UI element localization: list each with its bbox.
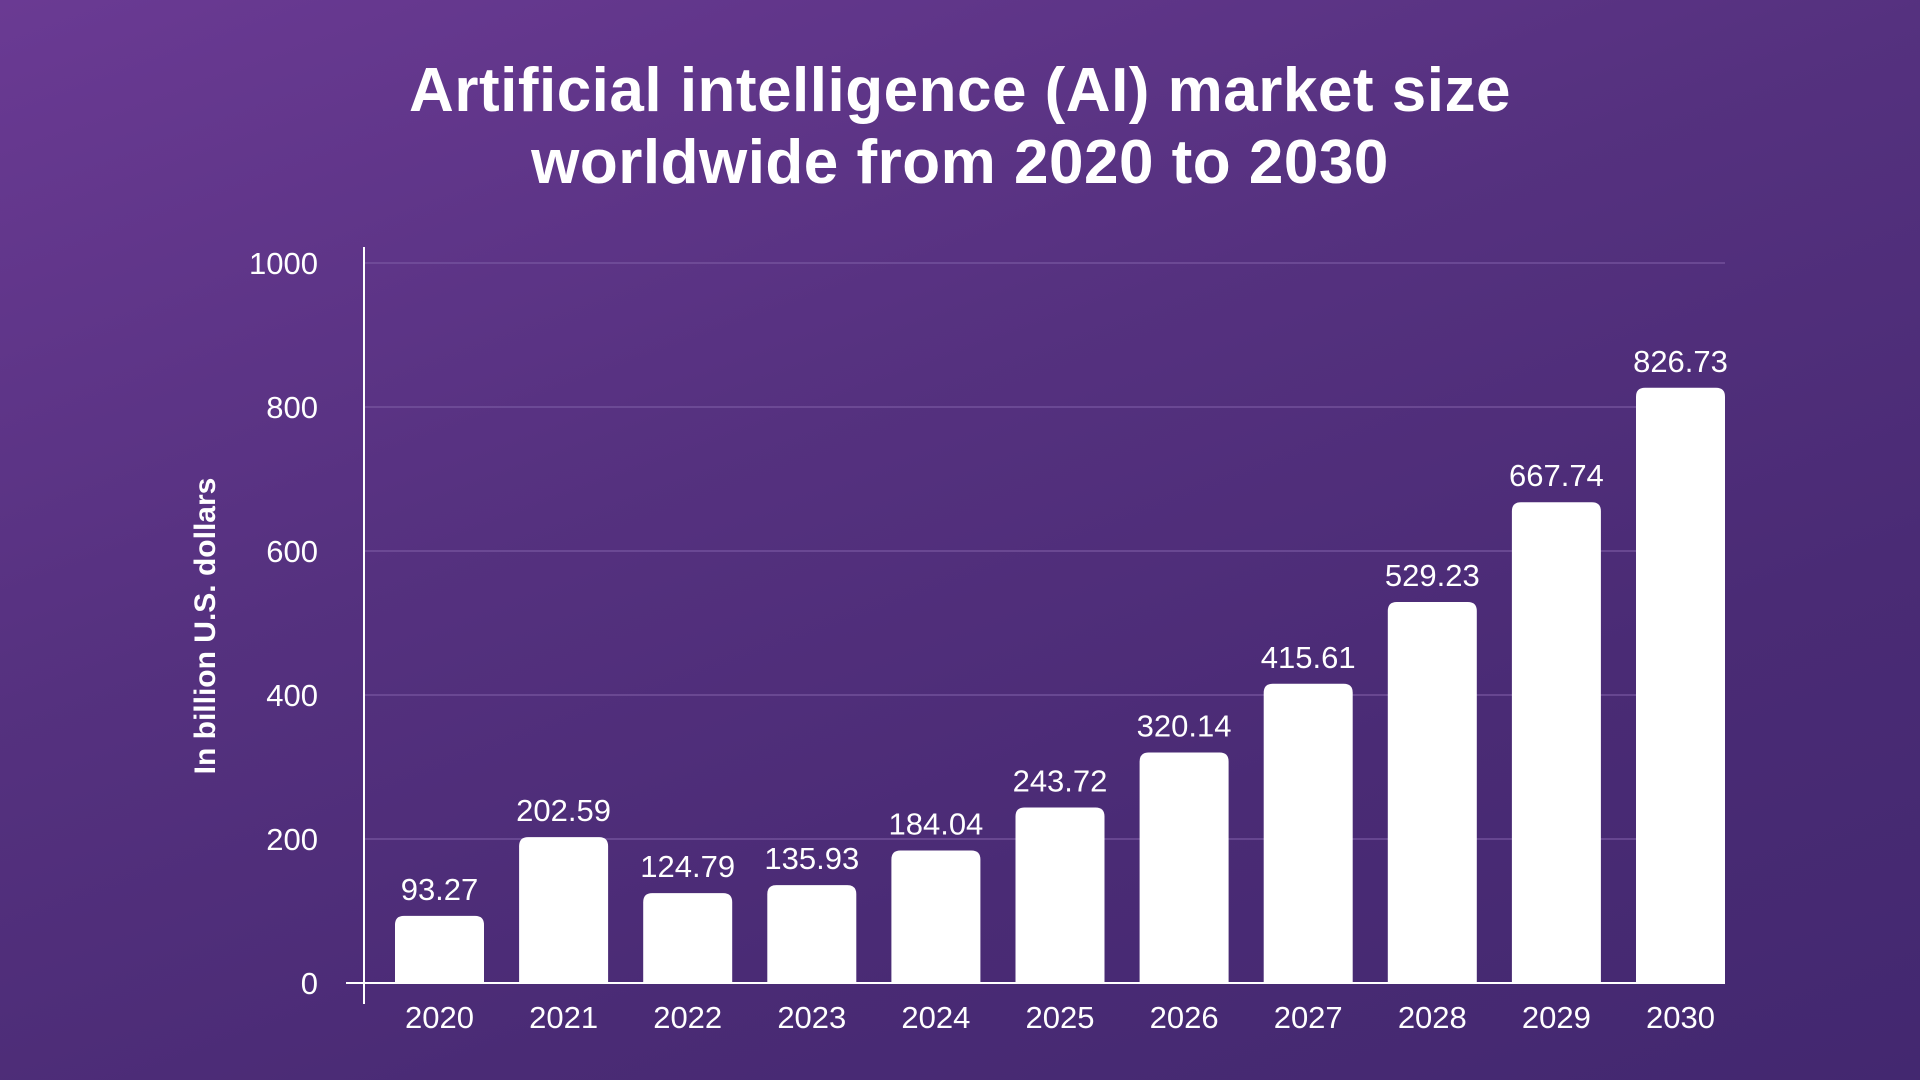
bar-2026	[1139, 752, 1229, 983]
bar-2028	[1387, 601, 1477, 983]
data-label-2029: 667.74	[1509, 458, 1604, 493]
bar-2020	[395, 915, 484, 983]
y-tick-label-1000: 1000	[249, 246, 318, 281]
data-label-2024: 184.04	[888, 806, 983, 841]
bar-2023	[767, 885, 857, 983]
x-tick-label-2028: 2028	[1398, 1000, 1467, 1035]
x-tick-label-2029: 2029	[1522, 1000, 1591, 1035]
x-tick-label-2023: 2023	[777, 1000, 846, 1035]
y-tick-label-600: 600	[266, 534, 318, 569]
bars	[395, 387, 1725, 983]
data-label-2020: 93.27	[401, 872, 479, 907]
x-tick-label-2022: 2022	[653, 1000, 722, 1035]
bar-2027	[1263, 683, 1353, 983]
labels: 0 200 400 600 800 1000 93.27 2020 202.59 2021 124.…	[249, 246, 1728, 1035]
x-tick-label-2020: 2020	[405, 1000, 474, 1035]
data-label-2021: 202.59	[516, 793, 611, 828]
bar-2022	[643, 893, 733, 983]
bar-2021	[519, 837, 609, 983]
bar-2030	[1636, 387, 1725, 983]
y-tick-label-400: 400	[266, 678, 318, 713]
data-label-2026: 320.14	[1137, 708, 1232, 743]
y-tick-label-800: 800	[266, 390, 318, 425]
x-tick-label-2026: 2026	[1150, 1000, 1219, 1035]
bar-2024	[891, 850, 981, 983]
bar-2025	[1015, 807, 1105, 983]
chart-title-line-1: Artificial intelligence (AI) market size	[409, 56, 1511, 125]
data-label-2028: 529.23	[1385, 558, 1480, 593]
data-label-2025: 243.72	[1013, 764, 1108, 799]
x-tick-label-2024: 2024	[901, 1000, 970, 1035]
chart-title-line-2: worldwide from 2020 to 2030	[531, 128, 1389, 197]
y-tick-label-200: 200	[266, 822, 318, 857]
data-label-2027: 415.61	[1261, 640, 1356, 675]
x-tick-label-2030: 2030	[1646, 1000, 1715, 1035]
y-tick-label-0: 0	[301, 966, 318, 1001]
chart-title: Artificial intelligence (AI) market size…	[0, 55, 1920, 199]
bar-2029	[1511, 502, 1601, 983]
data-label-2023: 135.93	[764, 841, 859, 876]
x-tick-label-2021: 2021	[529, 1000, 598, 1035]
data-label-2022: 124.79	[640, 849, 735, 884]
x-tick-label-2025: 2025	[1026, 1000, 1095, 1035]
data-label-2030: 826.73	[1633, 344, 1728, 379]
x-tick-label-2027: 2027	[1274, 1000, 1343, 1035]
